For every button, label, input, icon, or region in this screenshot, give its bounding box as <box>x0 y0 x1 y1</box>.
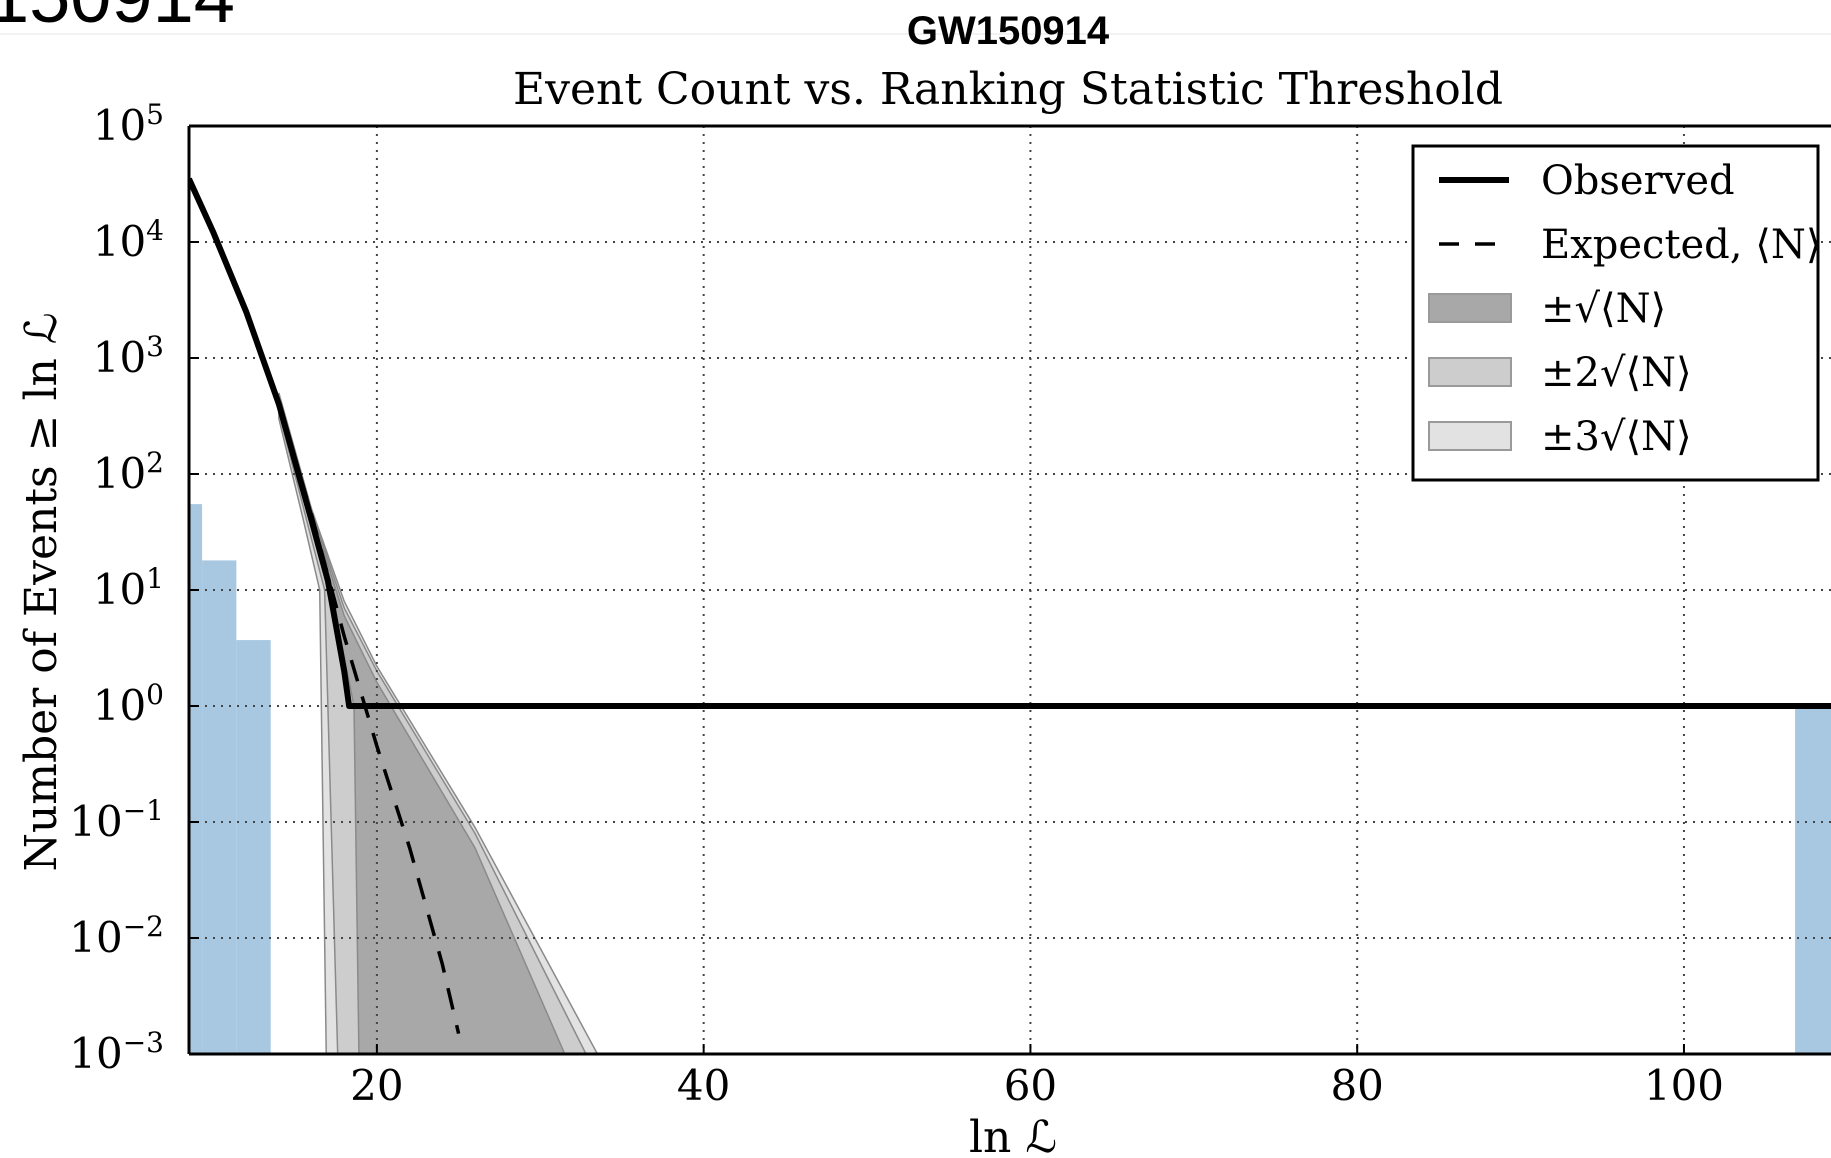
legend-label: ±√⟨N⟩ <box>1541 286 1666 332</box>
histogram-bar <box>1795 706 1831 1054</box>
y-tick-label: 10−2 <box>69 910 164 962</box>
figure-title: GW150914 <box>907 9 1110 53</box>
legend-label: ±2√⟨N⟩ <box>1541 350 1692 396</box>
x-tick-label: 60 <box>1004 1061 1057 1110</box>
y-tick-label: 10−1 <box>69 794 164 846</box>
y-tick-label: 10−3 <box>69 1026 164 1078</box>
x-tick-label: 40 <box>677 1061 730 1110</box>
x-tick-label: 100 <box>1644 1061 1724 1110</box>
chart-title: Event Count vs. Ranking Statistic Thresh… <box>513 64 1503 115</box>
legend-label: Expected, ⟨N⟩ <box>1541 222 1821 268</box>
cropped-title: 150914 <box>0 0 235 38</box>
expected-line <box>277 403 461 1034</box>
legend-swatch-band <box>1428 421 1512 451</box>
y-tick-label: 101 <box>93 562 164 614</box>
x-axis-label: ln ℒ <box>969 1112 1057 1158</box>
y-tick-label: 100 <box>93 678 164 730</box>
y-tick-label: 105 <box>93 98 164 150</box>
histogram-bar <box>202 560 237 1054</box>
legend-swatch-band <box>1428 357 1512 387</box>
x-tick-label: 20 <box>350 1061 403 1110</box>
y-axis-label: Number of Events ≥ ln ℒ <box>16 312 67 871</box>
histogram-bar <box>189 504 203 1054</box>
histogram-bar <box>236 640 271 1054</box>
x-tick-label: 80 <box>1330 1061 1383 1110</box>
legend-label: ±3√⟨N⟩ <box>1541 414 1692 460</box>
y-tick-label: 103 <box>93 330 164 382</box>
confidence-band <box>278 395 587 1054</box>
y-tick-label: 102 <box>93 446 164 498</box>
plot-area: 20 40 60 80 100 10−3 10−2 10−1 100 101 102 103 104 10… <box>69 98 1831 1110</box>
legend-swatch-band <box>1428 293 1512 323</box>
legend-label: Observed <box>1541 158 1735 204</box>
y-tick-label: 104 <box>93 214 164 266</box>
